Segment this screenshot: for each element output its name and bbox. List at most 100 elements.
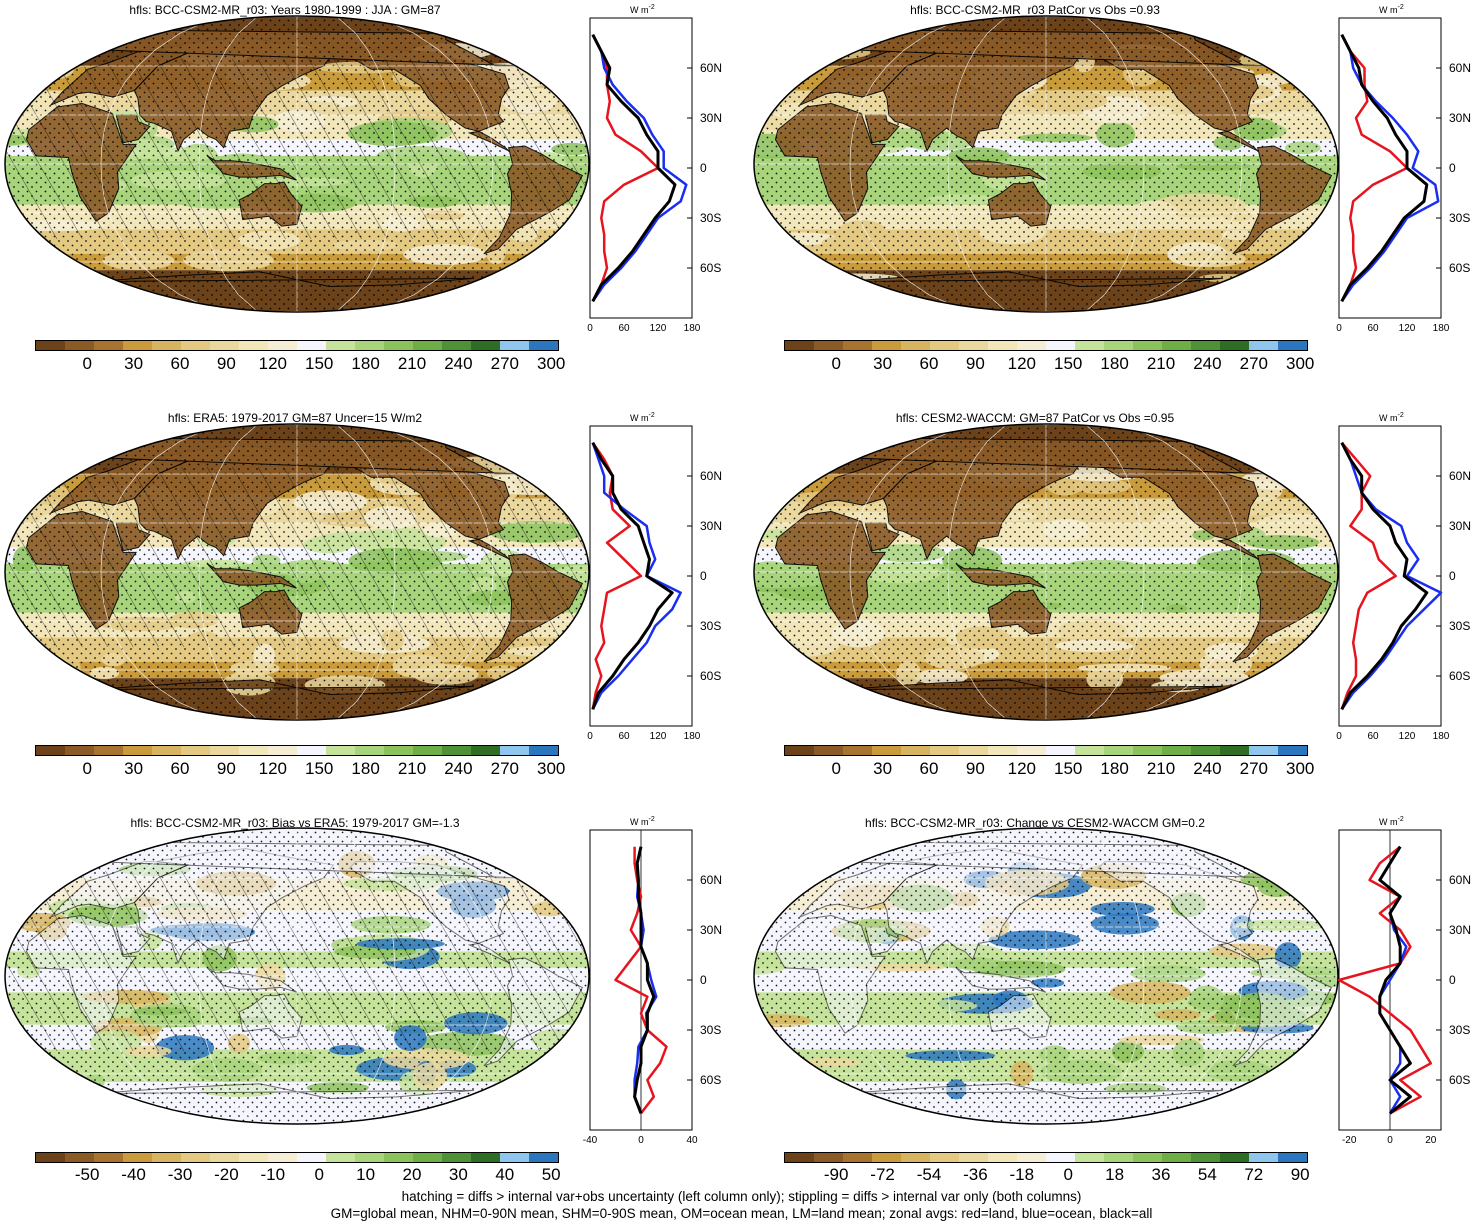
map-field [5, 828, 589, 1124]
graticule-lon [1126, 16, 1243, 312]
colorbar-tick-label: 240 [1193, 354, 1222, 373]
graticule-lon [947, 424, 1007, 720]
colorbar-tick-label: 180 [1100, 759, 1129, 778]
zonal-x-tick: 180 [1432, 731, 1450, 742]
graticule-lon [849, 16, 966, 312]
colorbar-swatch [36, 1153, 65, 1162]
colorbar-swatch [1104, 1153, 1133, 1162]
zonal-x-tick: 60 [618, 323, 630, 334]
lat-label: 60S [1449, 1073, 1471, 1087]
colorbar-swatch [1249, 1153, 1278, 1162]
colorbar-swatch [36, 746, 65, 755]
colorbar-swatch [1046, 1153, 1075, 1162]
colorbar-tick-label: 40 [495, 1165, 515, 1184]
colorbar-swatch [901, 1153, 930, 1162]
colorbar-swatch [1220, 746, 1249, 755]
colorbar-swatch [210, 746, 239, 755]
colorbar-tick-label: -10 [260, 1165, 286, 1184]
colorbar-swatch [872, 341, 901, 350]
colorbar-swatch [181, 341, 210, 350]
zonal-line-ocean [1340, 442, 1443, 711]
colorbar-swatch [36, 341, 65, 350]
colorbar-swatch [1162, 746, 1191, 755]
lat-label: 30N [700, 923, 723, 937]
colorbar-swatch [413, 746, 442, 755]
graticule-lon [377, 424, 494, 720]
zonal-mean-plot [1337, 829, 1442, 1131]
units-label: W m-2 [630, 816, 655, 827]
colorbar-swatch [297, 746, 326, 755]
zonal-x-tick: 0 [1387, 1135, 1393, 1146]
colorbar-swatch [500, 1153, 529, 1162]
map-border [753, 827, 1339, 1125]
zonal-x-tick: 40 [686, 1135, 698, 1146]
colorbar-swatch [1075, 341, 1104, 350]
colorbar-tick-label: 30 [124, 759, 144, 778]
colorbar-tick-label: 72 [1244, 1165, 1264, 1184]
lat-label: 30S [700, 1023, 722, 1037]
colorbar-swatch [94, 746, 123, 755]
graticule-lon [336, 16, 396, 312]
units-label: W m-2 [630, 412, 655, 423]
colorbar-tick-label: 18 [1105, 1165, 1125, 1184]
zonal-line-ocean [591, 34, 688, 303]
colorbar-tick-label: -36 [963, 1165, 988, 1184]
map-field [754, 828, 1338, 1124]
zonal-x-tick: 180 [683, 323, 701, 334]
colorbar-tick-label: 60 [170, 354, 190, 373]
zonal-line-land [1337, 845, 1433, 1115]
zonal-line-all [633, 846, 656, 1114]
graticule-lon [377, 16, 494, 312]
graticule-lon [1085, 828, 1145, 1124]
colorbar-swatch [1162, 341, 1191, 350]
colorbar-swatch [1104, 746, 1133, 755]
colorbar [784, 1152, 1308, 1163]
colorbar-swatch [297, 341, 326, 350]
colorbar-swatch [500, 746, 529, 755]
field-blob [70, 270, 98, 284]
colorbar-swatch [239, 341, 268, 350]
colorbar-swatch [268, 746, 297, 755]
footer-line-1: hatching = diffs > internal var+obs unce… [401, 1189, 1082, 1204]
colorbar [35, 745, 559, 756]
colorbar-tick-label: 210 [397, 759, 427, 778]
panel-title: hfls: CESM2-WACCM: GM=87 PatCor vs Obs =… [895, 411, 1175, 425]
lat-label: 30S [1449, 1023, 1471, 1037]
colorbar-swatch [843, 746, 872, 755]
colorbar-tick-label: 0 [82, 759, 92, 778]
colorbar-swatch [65, 746, 94, 755]
colorbar-swatch [326, 746, 355, 755]
colorbar-swatch [1046, 746, 1075, 755]
colorbar-tick-label: 120 [258, 354, 287, 373]
lat-label: 0 [1449, 569, 1456, 583]
colorbar-tick-label: 270 [490, 759, 519, 778]
colorbar-swatch [123, 1153, 152, 1162]
colorbar-tick-label: 10 [356, 1165, 376, 1184]
colorbar-swatch [471, 1153, 500, 1162]
colorbar-tick-label: 150 [1054, 354, 1083, 373]
units-label: W m-2 [630, 4, 655, 15]
colorbar-swatch [988, 746, 1017, 755]
colorbar-swatch [1220, 341, 1249, 350]
colorbar-tick-label: 270 [1239, 759, 1268, 778]
colorbar-swatch [384, 1153, 413, 1162]
world-map [753, 423, 1339, 721]
lat-label: 60N [700, 469, 723, 483]
colorbar-swatch [529, 746, 558, 755]
colorbar-swatch [355, 746, 384, 755]
graticule-lon [100, 424, 217, 720]
colorbar-tick-label: 54 [1197, 1165, 1217, 1184]
colorbar-tick-label: -90 [823, 1165, 849, 1184]
colorbar-swatch [413, 1153, 442, 1162]
colorbar-swatch [65, 341, 94, 350]
colorbar-swatch [413, 341, 442, 350]
colorbar-tick-label: 180 [1100, 354, 1129, 373]
colorbar-tick-label: 60 [170, 759, 190, 778]
zonal-x-tick: 180 [683, 731, 701, 742]
panel-title: hfls: BCC-CSM2-MR_r03: Bias vs ERA5: 197… [130, 816, 460, 830]
lat-label: 60N [1449, 61, 1472, 75]
zonal-x-tick: 120 [649, 323, 667, 334]
units-label: W m-2 [1379, 816, 1404, 827]
colorbar-tick-label: 90 [965, 354, 985, 373]
lat-label: 0 [700, 161, 707, 175]
